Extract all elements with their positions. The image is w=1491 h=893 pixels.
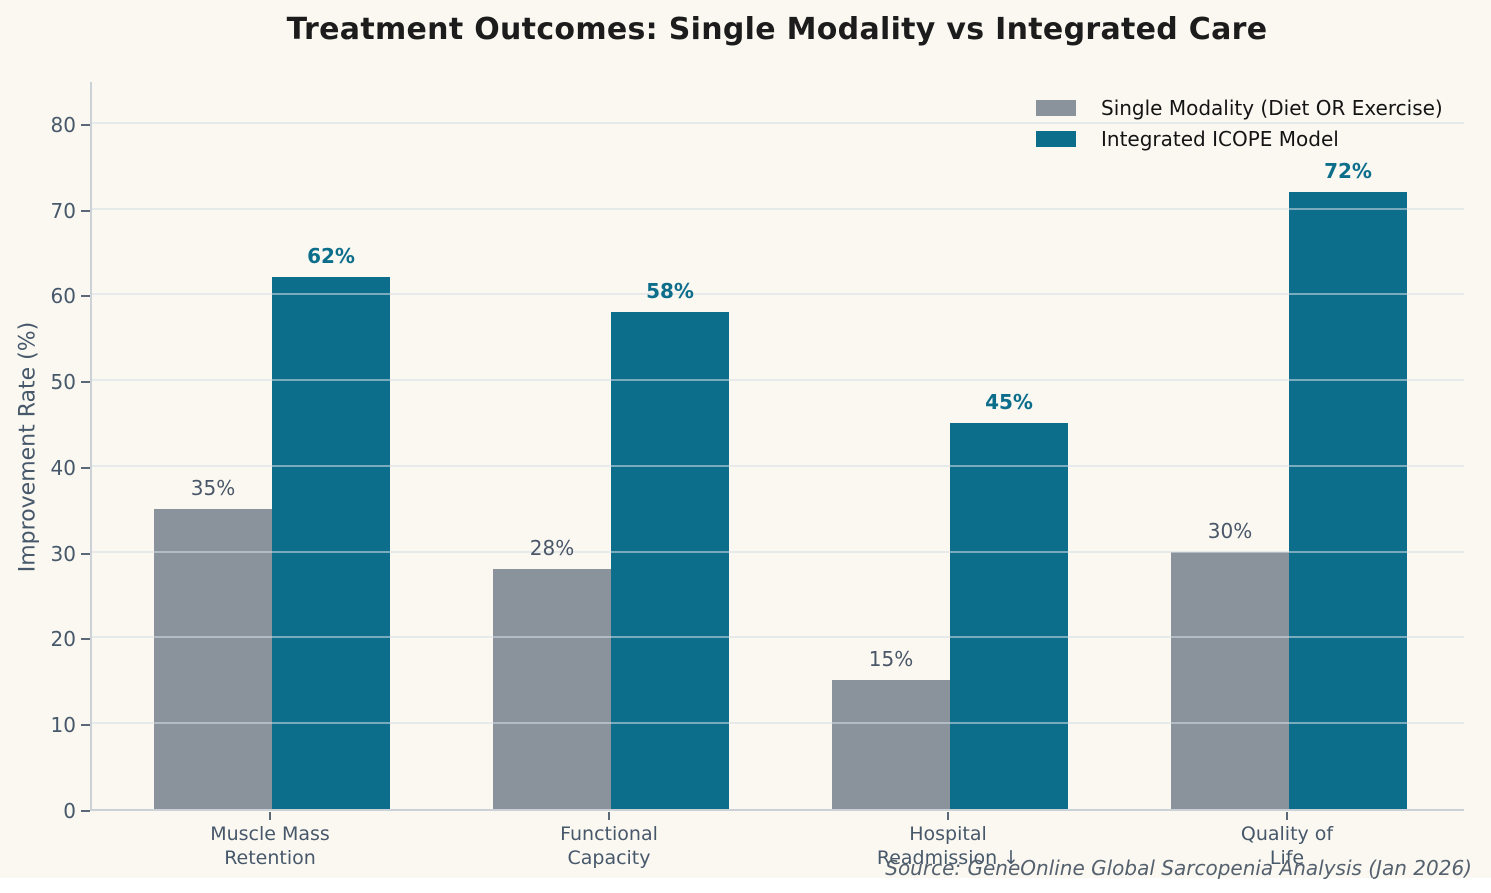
bar-value-label: 58% xyxy=(646,278,694,303)
category-label-line: Capacity xyxy=(567,847,651,869)
gridline xyxy=(92,550,1464,553)
legend-swatch-integrated-icope xyxy=(1036,130,1076,147)
bar-single-modality xyxy=(493,568,611,809)
y-tick-label: 60 xyxy=(50,284,76,309)
y-tick-label: 30 xyxy=(50,541,76,566)
gridline xyxy=(92,636,1464,639)
bar-integrated-icope xyxy=(950,423,1068,809)
category-label: Quality of Life xyxy=(1157,822,1417,870)
x-tick-mark xyxy=(1286,812,1288,820)
y-tick-label: 20 xyxy=(50,627,76,652)
gridline xyxy=(92,464,1464,467)
legend-item-single-modality: Single Modality (Diet OR Exercise) xyxy=(1036,95,1443,120)
bar-value-label: 72% xyxy=(1324,158,1372,183)
legend-swatch-single-modality xyxy=(1036,99,1076,116)
bar-value-label: 62% xyxy=(307,244,355,269)
bar-single-modality xyxy=(154,508,272,809)
bar-single-modality xyxy=(832,680,950,809)
category-label-line: Quality of xyxy=(1240,823,1334,845)
source-note: Source: GeneOnline Global Sarcopenia Ana… xyxy=(885,856,1472,880)
bar-value-label: 35% xyxy=(190,475,236,500)
category-label-line: Retention xyxy=(224,847,316,869)
category-label-line: Muscle Mass xyxy=(210,823,330,845)
category-label-line: Life xyxy=(1269,847,1305,869)
bar-value-label: 45% xyxy=(985,390,1033,415)
legend: Single Modality (Diet OR Exercise) Integ… xyxy=(1036,96,1443,158)
x-tick-mark xyxy=(947,812,949,820)
y-tick-mark xyxy=(81,123,90,126)
category-label-line: Functional xyxy=(560,823,658,845)
bar-value-label: 30% xyxy=(1207,518,1253,543)
legend-label: Integrated ICOPE Model xyxy=(1101,126,1339,151)
gridline xyxy=(92,379,1464,382)
y-tick-mark xyxy=(81,810,90,812)
chart-title: Treatment Outcomes: Single Modality vs I… xyxy=(286,12,1268,47)
legend-item-integrated-icope: Integrated ICOPE Model xyxy=(1036,126,1443,151)
y-tick-label: 50 xyxy=(50,370,76,395)
bar-integrated-icope xyxy=(272,277,390,809)
bar-single-modality xyxy=(1171,551,1289,809)
y-tick-mark xyxy=(81,724,90,727)
gridline xyxy=(92,722,1464,725)
gridline xyxy=(92,121,1464,124)
category-label: Muscle Mass Retention xyxy=(140,822,400,870)
y-tick-label: 0 xyxy=(63,799,76,823)
category-label: Functional Capacity xyxy=(479,822,739,870)
gridline xyxy=(92,207,1464,210)
category-label-line: Readmission ↓ xyxy=(876,847,1020,869)
bottom-margin xyxy=(0,878,1491,893)
bar-integrated-icope xyxy=(1289,191,1407,809)
y-tick-label: 40 xyxy=(50,455,76,480)
y-tick-mark xyxy=(81,638,90,641)
plot-area: 35% 62% 28% 58% 15% 45% 30% 72% xyxy=(90,82,1464,811)
category-label-line: Hospital xyxy=(909,823,987,845)
y-axis-label: Improvement Rate (%) xyxy=(15,321,41,573)
legend-label: Single Modality (Diet OR Exercise) xyxy=(1101,95,1443,120)
category-label: Hospital Readmission ↓ xyxy=(818,822,1078,870)
bar-value-label: 15% xyxy=(868,647,914,672)
x-tick-mark xyxy=(269,812,271,820)
bar-value-label: 28% xyxy=(529,535,575,560)
y-tick-label: 80 xyxy=(50,112,76,137)
x-tick-mark xyxy=(608,812,610,820)
y-tick-mark xyxy=(81,466,90,469)
bar-integrated-icope xyxy=(611,311,729,809)
y-tick-mark xyxy=(81,295,90,298)
y-tick-label: 70 xyxy=(50,198,76,223)
y-tick-label: 10 xyxy=(50,713,76,738)
y-tick-mark xyxy=(81,381,90,384)
y-tick-mark xyxy=(81,552,90,555)
y-tick-mark xyxy=(81,209,90,212)
gridline xyxy=(92,293,1464,296)
